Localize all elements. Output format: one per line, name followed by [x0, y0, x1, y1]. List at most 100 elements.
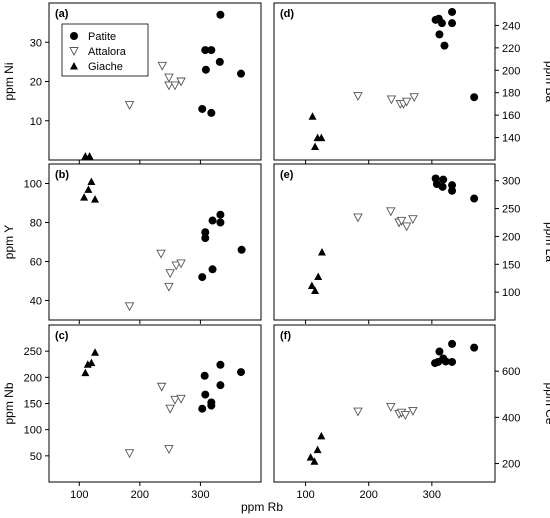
- point-attalora: [156, 249, 166, 259]
- point-patite: [198, 404, 207, 413]
- point-patite: [208, 216, 217, 225]
- panel-label: (b): [55, 169, 69, 181]
- point-attalora: [176, 77, 186, 87]
- y-tick-label: 150: [502, 259, 520, 271]
- point-giache: [311, 142, 320, 151]
- y-tick-label: 30: [30, 37, 42, 49]
- x-tick-label: 100: [296, 489, 314, 501]
- point-patite: [237, 245, 246, 254]
- point-giache: [306, 453, 315, 461]
- y-tick-label: 150: [24, 399, 42, 411]
- point-patite: [448, 186, 457, 195]
- point-patite: [237, 368, 246, 377]
- point-attalora: [401, 222, 412, 232]
- legend-label: Giache: [88, 61, 123, 73]
- point-patite: [448, 357, 457, 366]
- point-patite: [435, 30, 444, 39]
- panel-f: (f) 200 400 600 100 200 300 ppm Ce: [273, 324, 550, 501]
- point-patite: [448, 339, 457, 348]
- plot-frame: [273, 324, 496, 483]
- point-patite: [448, 7, 457, 16]
- point-attalora: [401, 97, 412, 107]
- y-tick-label: 180: [502, 88, 520, 100]
- y-tick-label: 80: [30, 218, 42, 230]
- legend-label: Attalora: [88, 46, 127, 58]
- panel-label: (c): [55, 330, 69, 342]
- point-attalora: [156, 382, 167, 392]
- point-patite: [207, 401, 216, 410]
- point-giache: [91, 195, 100, 203]
- point-attalora: [164, 81, 174, 91]
- point-attalora: [157, 61, 168, 71]
- point-attalora: [165, 269, 175, 279]
- point-patite: [198, 104, 207, 113]
- panel-b: (b) 40 60 80 100 ppm Y: [2, 163, 262, 324]
- y-tick-label: 100: [24, 425, 42, 437]
- point-giache: [80, 193, 89, 201]
- y-axis-label: ppm Ce: [543, 382, 550, 424]
- point-giache: [87, 358, 96, 367]
- point-patite: [470, 194, 479, 203]
- point-giache: [311, 286, 320, 294]
- point-patite: [441, 357, 450, 366]
- y-tick-label: 200: [502, 65, 520, 77]
- point-patite: [440, 41, 449, 50]
- panel-a: (a) 10 20 30 ppm Ni: [2, 2, 262, 164]
- point-attalora: [124, 101, 135, 111]
- point-giache: [317, 133, 326, 142]
- point-attalora: [400, 411, 411, 421]
- y-tick-label: 200: [502, 459, 520, 471]
- y-tick-label: 10: [30, 116, 42, 128]
- point-patite: [216, 381, 225, 390]
- y-tick-label: 60: [30, 257, 42, 269]
- panel-label: (f): [280, 330, 291, 342]
- point-patite: [198, 273, 207, 282]
- point-patite: [201, 390, 210, 399]
- point-giache: [91, 348, 100, 356]
- point-giache: [85, 152, 94, 160]
- point-attalora: [396, 216, 407, 226]
- point-patite: [215, 57, 224, 66]
- point-attalora: [170, 81, 180, 91]
- panel-e: (e) 100 150 200 250 300 ppm La: [273, 163, 550, 324]
- point-patite: [237, 69, 246, 78]
- point-patite: [216, 218, 225, 227]
- point-patite: [201, 234, 210, 243]
- y-tick-label: 300: [502, 176, 520, 188]
- point-giache: [307, 281, 316, 289]
- point-patite: [201, 228, 210, 237]
- point-giache: [317, 248, 326, 256]
- panel-c: (c) 50 100 150 200 250 100 200 300 ppm Nb: [2, 324, 262, 501]
- point-attalora: [353, 213, 363, 223]
- plot-frame: [48, 163, 262, 321]
- point-patite: [216, 210, 225, 219]
- point-attalora: [353, 92, 363, 102]
- point-patite: [207, 108, 216, 117]
- point-patite: [435, 347, 444, 356]
- point-patite: [439, 175, 448, 184]
- point-patite: [437, 19, 446, 28]
- point-attalora: [165, 404, 175, 414]
- point-giache: [310, 457, 319, 465]
- point-attalora: [164, 445, 174, 454]
- point-attalora: [171, 261, 181, 271]
- point-patite: [200, 371, 209, 380]
- x-tick-label: 200: [131, 489, 149, 501]
- x-tick-label: 200: [360, 489, 378, 501]
- point-attalora: [124, 302, 135, 312]
- point-patite: [216, 10, 225, 19]
- point-attalora: [386, 403, 396, 412]
- point-giache: [308, 112, 317, 120]
- y-axis-label: ppm Ba: [543, 61, 550, 103]
- point-patite: [201, 46, 210, 55]
- y-tick-label: 240: [502, 20, 520, 32]
- point-attalora: [124, 449, 135, 459]
- legend: Patite Attalora Giache: [61, 23, 149, 77]
- y-tick-label: 20: [30, 77, 42, 89]
- point-giache: [87, 177, 96, 186]
- point-giache: [313, 445, 322, 454]
- point-patite: [448, 181, 457, 190]
- point-attalora: [164, 73, 174, 83]
- legend-label: Patite: [88, 31, 116, 43]
